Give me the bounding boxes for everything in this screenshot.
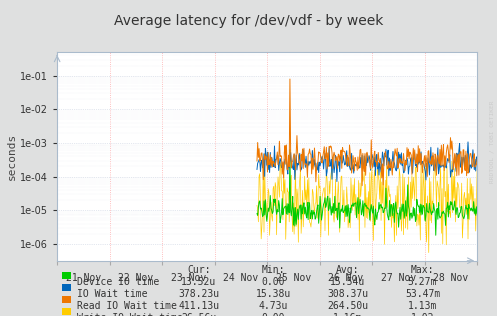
Text: 0.00: 0.00 (261, 277, 285, 288)
Text: Average latency for /dev/vdf - by week: Average latency for /dev/vdf - by week (114, 14, 383, 28)
Text: 4.73u: 4.73u (258, 301, 288, 312)
Text: 378.23u: 378.23u (178, 289, 219, 300)
Text: 24 Nov: 24 Nov (223, 273, 258, 283)
Text: 1.16m: 1.16m (333, 313, 363, 316)
Text: 22 Nov: 22 Nov (118, 273, 154, 283)
Text: 5.27m: 5.27m (408, 277, 437, 288)
Text: 308.37u: 308.37u (328, 289, 368, 300)
Text: IO Wait time: IO Wait time (77, 289, 148, 300)
Text: 264.50u: 264.50u (328, 301, 368, 312)
Text: 0.00: 0.00 (261, 313, 285, 316)
Text: RRDTOOL / TOBI OETIKER: RRDTOOL / TOBI OETIKER (490, 101, 495, 184)
Text: 23 Nov: 23 Nov (171, 273, 206, 283)
Text: 21 Nov: 21 Nov (66, 273, 101, 283)
Text: Avg:: Avg: (336, 265, 360, 276)
Text: Min:: Min: (261, 265, 285, 276)
Text: Max:: Max: (411, 265, 434, 276)
Text: Read IO Wait time: Read IO Wait time (77, 301, 177, 312)
Text: 25 Nov: 25 Nov (276, 273, 311, 283)
Text: Cur:: Cur: (187, 265, 211, 276)
Text: 411.13u: 411.13u (178, 301, 219, 312)
Text: Write IO Wait time: Write IO Wait time (77, 313, 183, 316)
Y-axis label: seconds: seconds (7, 133, 17, 180)
Text: 1.13m: 1.13m (408, 301, 437, 312)
Text: 15.38u: 15.38u (256, 289, 291, 300)
Text: 53.47m: 53.47m (405, 289, 440, 300)
Text: 1.02: 1.02 (411, 313, 434, 316)
Text: 28 Nov: 28 Nov (433, 273, 469, 283)
Text: Device IO time: Device IO time (77, 277, 159, 288)
Text: 13.52u: 13.52u (181, 277, 216, 288)
Text: 15.54u: 15.54u (331, 277, 365, 288)
Text: 26 Nov: 26 Nov (328, 273, 363, 283)
Text: 27 Nov: 27 Nov (381, 273, 416, 283)
Text: 26.56u: 26.56u (181, 313, 216, 316)
